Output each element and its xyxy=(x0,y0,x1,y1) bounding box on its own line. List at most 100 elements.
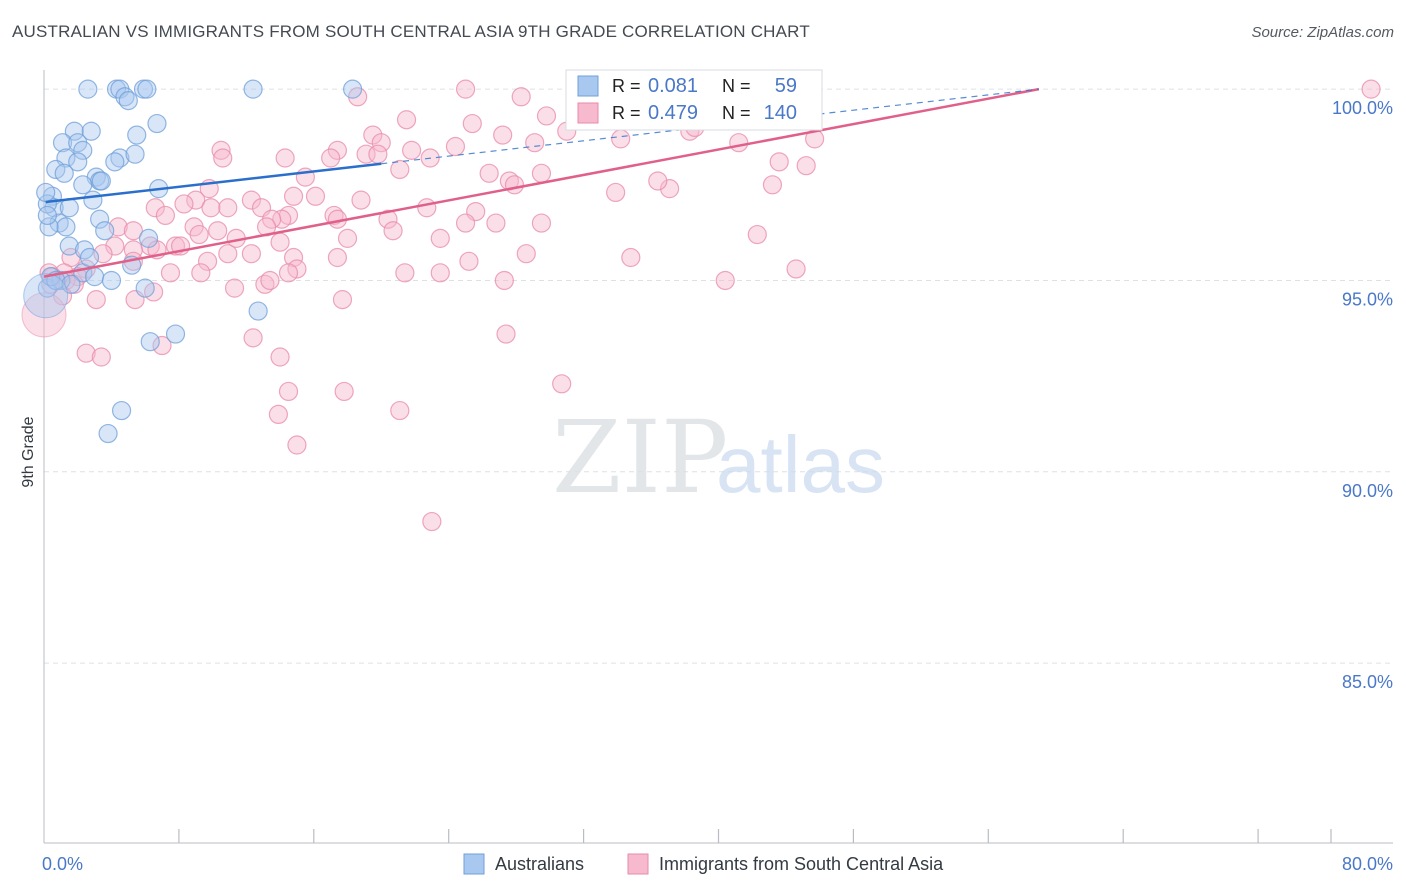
data-point xyxy=(786,259,806,279)
data-point xyxy=(430,263,450,283)
data-point xyxy=(275,148,295,168)
data-point xyxy=(496,324,516,344)
chart-title: AUSTRALIAN VS IMMIGRANTS FROM SOUTH CENT… xyxy=(12,22,810,41)
data-point xyxy=(342,79,363,99)
data-point xyxy=(105,236,125,256)
data-point xyxy=(422,511,442,532)
blue-series-points xyxy=(23,79,363,444)
data-point xyxy=(197,251,218,271)
data-point xyxy=(383,221,403,241)
data-point xyxy=(371,133,391,153)
y-tick-label: 90.0% xyxy=(1342,481,1393,501)
data-point xyxy=(531,163,552,183)
data-point xyxy=(127,125,147,145)
x-tick-label: 80.0% xyxy=(1342,854,1393,874)
data-point xyxy=(552,374,572,394)
data-point xyxy=(260,270,280,291)
data-point xyxy=(52,133,73,153)
data-point xyxy=(213,148,233,168)
r-label: R = xyxy=(612,76,641,96)
data-point xyxy=(125,144,145,164)
r-label: R = xyxy=(612,103,641,123)
watermark: ZIP atlas xyxy=(552,399,885,516)
data-point xyxy=(135,278,155,298)
pink-trend-line xyxy=(43,87,1040,278)
data-point xyxy=(715,270,735,291)
data-point xyxy=(83,190,103,210)
data-point xyxy=(201,198,221,218)
data-point xyxy=(395,263,415,283)
source-label: Source: ZipAtlas.com xyxy=(1251,24,1394,41)
r-value: 0.081 xyxy=(648,75,698,97)
data-point xyxy=(189,224,209,245)
data-point xyxy=(417,198,437,218)
data-point xyxy=(390,159,410,180)
data-point xyxy=(769,152,789,172)
data-point xyxy=(78,79,98,99)
data-point xyxy=(91,347,111,367)
bottom-legend: Australians Immigrants from South Central… xyxy=(463,853,944,875)
data-point xyxy=(494,270,514,291)
bottom-legend-swatch xyxy=(463,853,485,875)
data-point xyxy=(208,221,228,241)
data-point xyxy=(368,144,388,164)
data-point xyxy=(648,171,668,191)
data-point xyxy=(479,163,499,183)
data-point xyxy=(321,148,341,168)
n-label: N = xyxy=(722,76,751,96)
data-point xyxy=(516,244,536,264)
bottom-legend-label: Immigrants from South Central Asia xyxy=(659,854,944,874)
data-point xyxy=(174,194,194,214)
data-point-large xyxy=(23,273,69,319)
bottom-legend-label: Australians xyxy=(495,854,584,874)
data-point xyxy=(287,435,307,455)
data-point xyxy=(268,404,288,425)
data-point xyxy=(305,186,326,206)
data-point xyxy=(462,113,482,134)
data-point xyxy=(390,400,410,421)
data-point xyxy=(86,290,106,310)
data-point xyxy=(105,152,125,172)
data-point xyxy=(611,129,631,149)
data-point xyxy=(531,213,552,233)
data-point xyxy=(36,182,56,203)
data-point xyxy=(241,190,262,210)
data-point xyxy=(327,140,348,160)
y-tick-label: 95.0% xyxy=(1342,289,1393,309)
data-point xyxy=(396,110,417,130)
data-point xyxy=(64,121,84,141)
data-point xyxy=(218,198,238,218)
data-point xyxy=(155,205,176,226)
data-point xyxy=(115,87,135,107)
data-point xyxy=(81,121,101,141)
data-point xyxy=(138,228,159,248)
bottom-legend-swatch xyxy=(627,853,649,875)
data-point xyxy=(762,175,783,195)
watermark-atlas: atlas xyxy=(716,420,885,509)
data-point xyxy=(140,332,160,352)
data-point xyxy=(241,244,262,264)
data-point xyxy=(747,224,767,245)
data-point xyxy=(218,244,238,264)
data-point xyxy=(455,79,476,99)
n-value: 140 xyxy=(764,102,797,124)
data-point xyxy=(147,113,167,134)
data-point xyxy=(37,205,57,226)
data-point xyxy=(224,278,245,298)
data-point xyxy=(455,213,476,233)
data-point xyxy=(486,213,506,233)
data-point xyxy=(337,228,358,248)
data-point xyxy=(186,190,206,210)
data-point xyxy=(606,182,626,203)
data-point xyxy=(79,247,100,268)
data-point xyxy=(536,106,557,126)
legend-swatch xyxy=(577,102,599,124)
data-point xyxy=(123,221,143,241)
data-point xyxy=(327,247,348,268)
data-point xyxy=(525,133,545,153)
data-point xyxy=(351,190,371,210)
data-point xyxy=(165,324,186,344)
data-point xyxy=(191,263,211,283)
watermark-zip: ZIP xyxy=(552,399,728,516)
data-point xyxy=(493,125,513,145)
